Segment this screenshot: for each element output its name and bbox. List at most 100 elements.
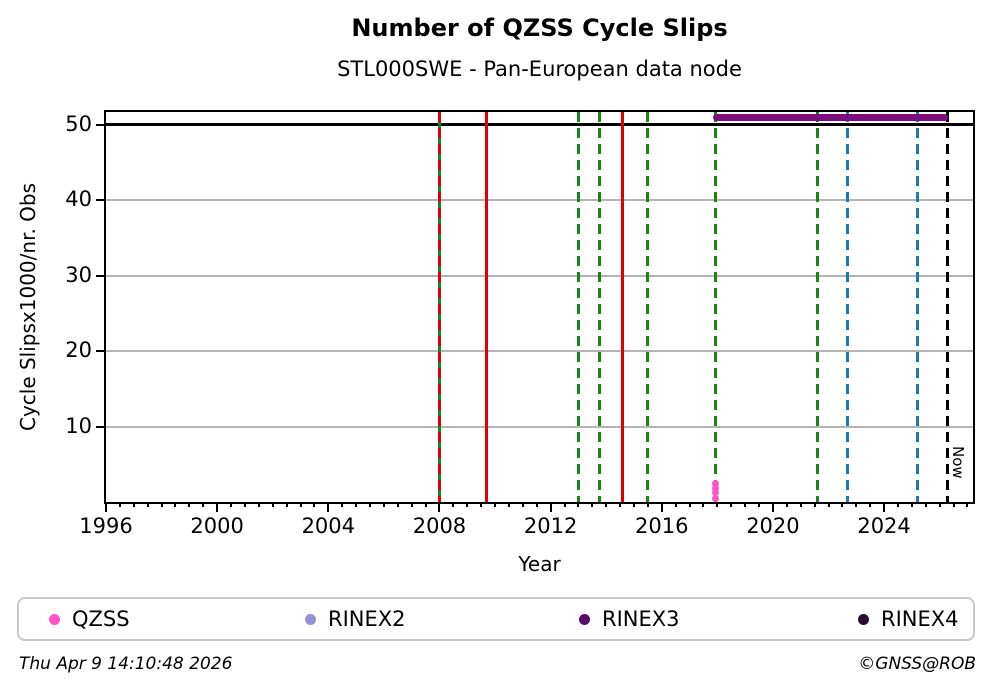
x-major-tick bbox=[883, 502, 886, 512]
x-tick-label: 2000 bbox=[190, 514, 244, 538]
x-minor-tick bbox=[869, 502, 872, 507]
x-minor-tick bbox=[424, 502, 427, 507]
x-minor-tick bbox=[924, 502, 927, 507]
x-minor-tick bbox=[146, 502, 149, 507]
x-minor-tick bbox=[243, 502, 246, 507]
legend-item-rinex2: RINEX2 bbox=[305, 599, 406, 639]
x-minor-tick bbox=[730, 502, 733, 507]
event-line-dashed bbox=[714, 112, 718, 502]
qzss-data-point bbox=[712, 495, 720, 503]
rinex3-availability-bar bbox=[713, 113, 948, 121]
x-minor-tick bbox=[966, 502, 969, 507]
x-minor-tick bbox=[841, 502, 844, 507]
y-tick-label: 40 bbox=[65, 187, 92, 212]
y-tick bbox=[96, 274, 106, 277]
y-gridline bbox=[106, 274, 973, 277]
y-tick-label: 20 bbox=[65, 338, 92, 363]
x-minor-tick bbox=[632, 502, 635, 507]
legend-label: RINEX4 bbox=[881, 607, 959, 631]
x-minor-tick bbox=[688, 502, 691, 507]
x-minor-tick bbox=[285, 502, 288, 507]
y-tick bbox=[96, 199, 106, 202]
x-minor-tick bbox=[452, 502, 455, 507]
legend-label: QZSS bbox=[72, 607, 130, 631]
x-minor-tick bbox=[521, 502, 524, 507]
x-tick-label: 2020 bbox=[746, 514, 800, 538]
y-tick-label: 30 bbox=[65, 262, 92, 287]
x-minor-tick bbox=[382, 502, 385, 507]
x-major-tick bbox=[216, 502, 219, 512]
x-minor-tick bbox=[396, 502, 399, 507]
event-line-dashed bbox=[915, 112, 919, 502]
x-minor-tick bbox=[896, 502, 899, 507]
x-minor-tick bbox=[799, 502, 802, 507]
x-minor-tick bbox=[410, 502, 413, 507]
y-gridline bbox=[106, 425, 973, 428]
x-minor-tick bbox=[132, 502, 135, 507]
y-tick bbox=[96, 425, 106, 428]
plot-canvas bbox=[106, 112, 973, 503]
x-minor-tick bbox=[702, 502, 705, 507]
threshold-line-50 bbox=[106, 123, 973, 127]
x-minor-tick bbox=[744, 502, 747, 507]
x-minor-tick bbox=[368, 502, 371, 507]
plot-area bbox=[104, 110, 975, 504]
event-line-solid bbox=[485, 112, 489, 502]
event-line-dashed bbox=[576, 112, 580, 502]
event-line-dashed bbox=[597, 112, 601, 502]
rinex3-marker-icon bbox=[579, 613, 590, 625]
legend-item-rinex3: RINEX3 bbox=[579, 599, 680, 639]
x-minor-tick bbox=[299, 502, 302, 507]
x-minor-tick bbox=[619, 502, 622, 507]
x-minor-tick bbox=[257, 502, 260, 507]
x-tick-label: 2012 bbox=[523, 514, 578, 538]
x-major-tick bbox=[438, 502, 441, 512]
rinex4-marker-icon bbox=[858, 613, 869, 625]
x-minor-tick bbox=[605, 502, 608, 507]
x-minor-tick bbox=[646, 502, 649, 507]
x-minor-tick bbox=[188, 502, 191, 507]
now-label: Now bbox=[949, 446, 968, 479]
chart-title: Number of QZSS Cycle Slips bbox=[351, 14, 728, 42]
x-minor-tick bbox=[563, 502, 566, 507]
legend-item-rinex4: RINEX4 bbox=[858, 599, 959, 639]
x-minor-tick bbox=[674, 502, 677, 507]
event-line-dashed bbox=[646, 112, 650, 502]
x-minor-tick bbox=[118, 502, 121, 507]
x-axis-title: Year bbox=[518, 552, 561, 576]
x-minor-tick bbox=[355, 502, 358, 507]
x-minor-tick bbox=[827, 502, 830, 507]
legend-item-qzss: QZSS bbox=[49, 599, 130, 639]
x-tick-label: 1996 bbox=[79, 514, 133, 538]
x-tick-label: 2008 bbox=[412, 514, 467, 538]
x-minor-tick bbox=[591, 502, 594, 507]
y-axis-title: Cycle Slipsx1000/nr. Obs bbox=[16, 182, 40, 432]
x-minor-tick bbox=[855, 502, 858, 507]
x-minor-tick bbox=[813, 502, 816, 507]
event-line-dashed bbox=[815, 112, 819, 502]
credit-text: ©GNSS@ROB bbox=[858, 654, 976, 674]
x-minor-tick bbox=[785, 502, 788, 507]
x-minor-tick bbox=[466, 502, 469, 507]
legend-label: RINEX2 bbox=[328, 607, 406, 631]
y-gridline bbox=[106, 199, 973, 202]
x-minor-tick bbox=[716, 502, 719, 507]
x-minor-tick bbox=[952, 502, 955, 507]
x-minor-tick bbox=[494, 502, 497, 507]
qzss-marker-icon bbox=[49, 613, 60, 625]
x-minor-tick bbox=[480, 502, 483, 507]
x-minor-tick bbox=[507, 502, 510, 507]
y-tick bbox=[96, 123, 106, 126]
x-minor-tick bbox=[174, 502, 177, 507]
x-minor-tick bbox=[758, 502, 761, 507]
event-line-dashed bbox=[846, 112, 850, 502]
x-minor-tick bbox=[535, 502, 538, 507]
x-minor-tick bbox=[202, 502, 205, 507]
y-tick-label: 10 bbox=[65, 413, 92, 438]
x-major-tick bbox=[105, 502, 107, 512]
y-tick bbox=[96, 350, 106, 353]
x-tick-label: 2024 bbox=[857, 514, 911, 538]
y-tick-label: 50 bbox=[65, 111, 92, 136]
x-minor-tick bbox=[313, 502, 316, 507]
